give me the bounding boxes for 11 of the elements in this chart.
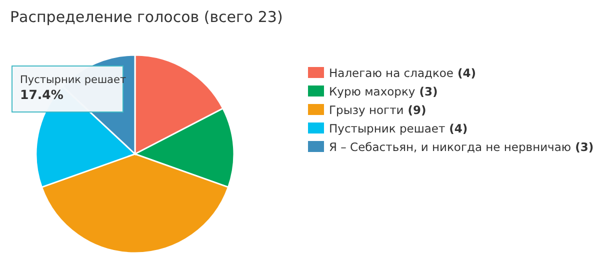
legend-label: Пустырник решает [329, 122, 446, 136]
data-label: (3) [415, 84, 438, 98]
legend-label: Я – Себастьян, и никогда не нервничаю [329, 140, 572, 154]
data-label: (4) [454, 66, 476, 80]
legend-label: Курю махорку [329, 84, 416, 98]
chart-title: Распределение голосов (всего 23) [10, 8, 283, 26]
data-label: (4) [445, 122, 468, 136]
data-label: (9) [404, 103, 426, 117]
legend-label: Налегаю на сладкое [329, 66, 454, 80]
data-label: (3) [571, 140, 594, 154]
legend-label: Грызу ногти [329, 103, 404, 117]
